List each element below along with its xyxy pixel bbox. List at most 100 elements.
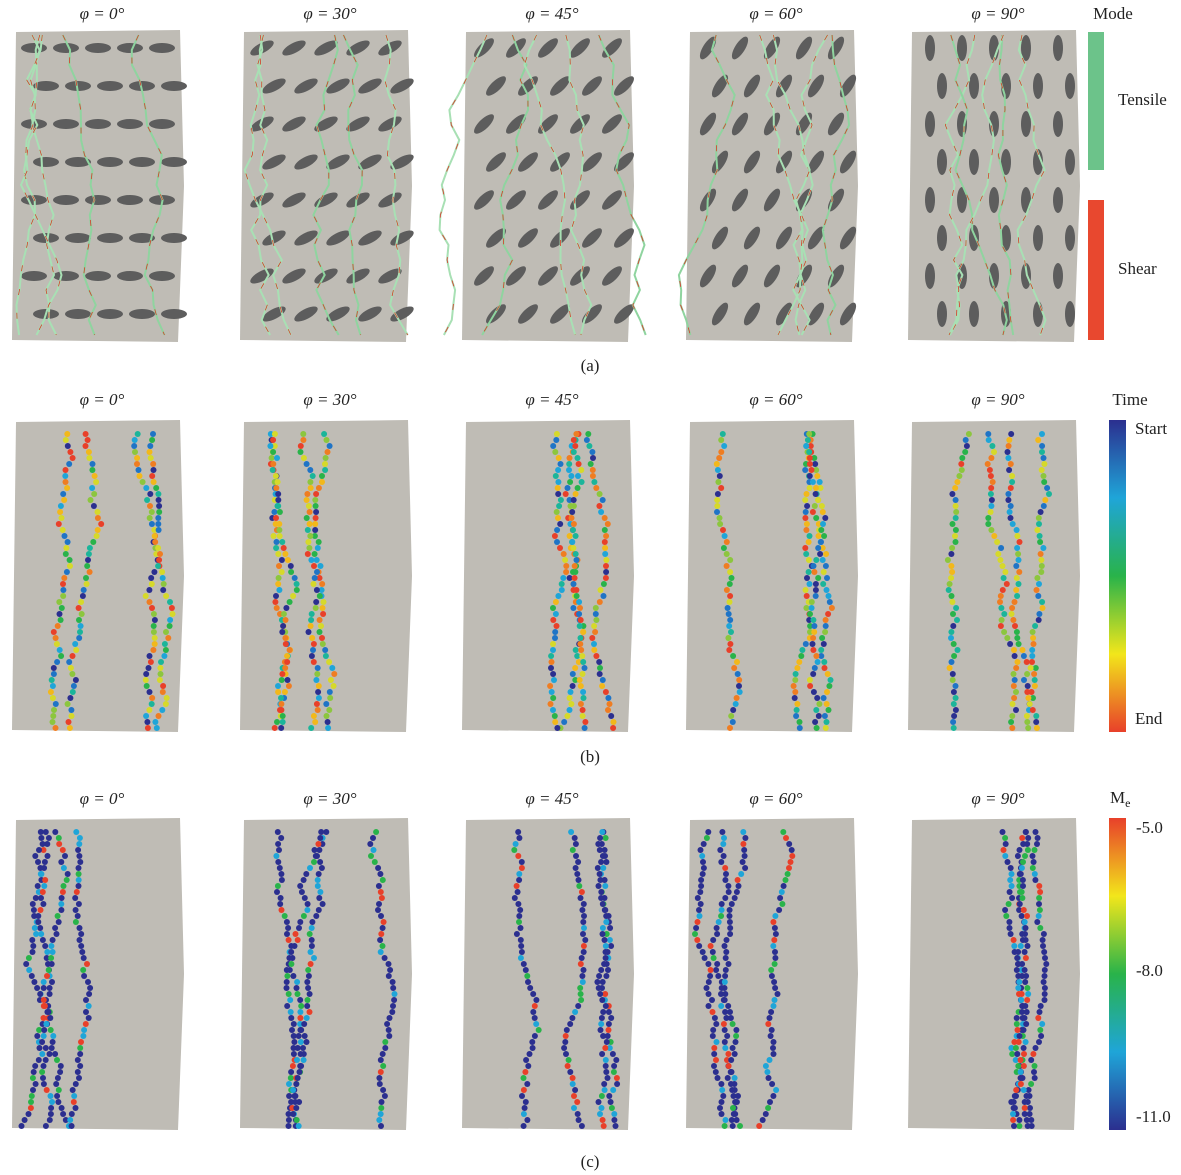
event bbox=[571, 581, 577, 587]
panel-title: φ = 90° bbox=[971, 390, 1024, 409]
event bbox=[48, 955, 54, 961]
event bbox=[156, 527, 162, 533]
inclusion bbox=[937, 301, 947, 327]
event bbox=[1008, 515, 1014, 521]
event bbox=[697, 913, 703, 919]
event bbox=[721, 545, 727, 551]
event bbox=[820, 581, 826, 587]
event bbox=[53, 1081, 59, 1087]
event bbox=[820, 557, 826, 563]
event bbox=[44, 949, 50, 955]
event bbox=[769, 973, 775, 979]
event bbox=[1020, 859, 1026, 865]
event bbox=[315, 665, 321, 671]
event bbox=[737, 1123, 743, 1129]
event bbox=[597, 1111, 603, 1117]
event bbox=[167, 617, 173, 623]
event bbox=[291, 1051, 297, 1057]
event bbox=[953, 683, 959, 689]
event bbox=[305, 901, 311, 907]
event bbox=[723, 955, 729, 961]
event bbox=[1022, 1111, 1028, 1117]
event bbox=[150, 431, 156, 437]
event bbox=[313, 491, 319, 497]
event bbox=[826, 593, 832, 599]
event bbox=[1040, 943, 1046, 949]
event bbox=[1037, 889, 1043, 895]
event bbox=[151, 479, 157, 485]
event bbox=[589, 635, 595, 641]
event bbox=[571, 449, 577, 455]
event bbox=[76, 877, 82, 883]
event bbox=[562, 1039, 568, 1045]
event bbox=[740, 841, 746, 847]
event bbox=[699, 853, 705, 859]
event bbox=[949, 599, 955, 605]
event bbox=[286, 991, 292, 997]
event bbox=[1033, 665, 1039, 671]
event bbox=[600, 497, 606, 503]
inclusion bbox=[117, 271, 143, 281]
event bbox=[74, 889, 80, 895]
event bbox=[719, 907, 725, 913]
event bbox=[324, 713, 330, 719]
event bbox=[603, 557, 609, 563]
event bbox=[580, 707, 586, 713]
title-base: M bbox=[1110, 788, 1125, 807]
event bbox=[600, 865, 606, 871]
event bbox=[149, 605, 155, 611]
event bbox=[802, 545, 808, 551]
event bbox=[1023, 829, 1029, 835]
event bbox=[1030, 865, 1036, 871]
event bbox=[814, 725, 820, 731]
event bbox=[1024, 913, 1030, 919]
event bbox=[768, 967, 774, 973]
event bbox=[605, 707, 611, 713]
event bbox=[793, 671, 799, 677]
event bbox=[301, 913, 307, 919]
event bbox=[569, 539, 575, 545]
event bbox=[67, 563, 73, 569]
event bbox=[274, 455, 280, 461]
event bbox=[1000, 587, 1006, 593]
panel-title: φ = 60° bbox=[749, 4, 802, 23]
event bbox=[275, 551, 281, 557]
event bbox=[572, 569, 578, 575]
event bbox=[591, 623, 597, 629]
event bbox=[149, 473, 155, 479]
event bbox=[42, 1003, 48, 1009]
event bbox=[307, 479, 313, 485]
event bbox=[53, 701, 59, 707]
event bbox=[279, 629, 285, 635]
event bbox=[821, 659, 827, 665]
event bbox=[821, 695, 827, 701]
event bbox=[52, 1051, 58, 1057]
event bbox=[524, 973, 530, 979]
event bbox=[62, 533, 68, 539]
event bbox=[164, 695, 170, 701]
event bbox=[86, 1003, 92, 1009]
event bbox=[1041, 503, 1047, 509]
event bbox=[35, 919, 41, 925]
event bbox=[717, 473, 723, 479]
event bbox=[1002, 907, 1008, 913]
inclusion bbox=[1065, 73, 1075, 99]
inclusion bbox=[85, 43, 111, 53]
event bbox=[575, 455, 581, 461]
event bbox=[582, 719, 588, 725]
event bbox=[724, 937, 730, 943]
event bbox=[579, 479, 585, 485]
event bbox=[554, 431, 560, 437]
event bbox=[613, 1123, 619, 1129]
event bbox=[324, 437, 330, 443]
event bbox=[602, 527, 608, 533]
event bbox=[29, 937, 35, 943]
inclusion bbox=[97, 157, 123, 167]
event bbox=[598, 889, 604, 895]
event bbox=[1011, 943, 1017, 949]
event bbox=[1031, 641, 1037, 647]
event bbox=[519, 865, 525, 871]
event bbox=[792, 695, 798, 701]
event bbox=[56, 835, 62, 841]
event bbox=[600, 979, 606, 985]
